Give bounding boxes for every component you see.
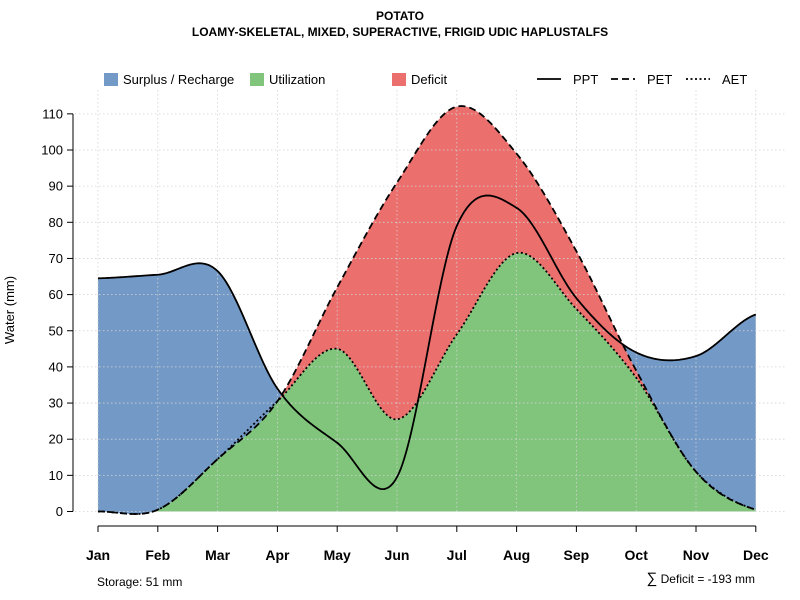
y-axis-label: Water (mm) [2,276,17,344]
x-tick-label: Feb [145,547,170,563]
deficit-note: ∑ Deficit = -193 mm [647,570,755,587]
deficit-total: Deficit = -193 mm [660,572,755,586]
x-tick-label: May [324,547,351,563]
y-tick-label: 10 [49,468,63,483]
x-tick-label: Dec [743,547,769,563]
x-tick-label: Nov [683,547,710,563]
sigma-symbol: ∑ [646,570,658,587]
pet-line [97,105,757,515]
legend-label-aet: AET [722,72,747,87]
chart-title: POTATO [376,9,424,23]
deficit-area [98,106,756,515]
y-tick-label: 50 [49,323,63,338]
legend-label-ppt: PPT [573,72,598,87]
legend-swatch-surplus-recharge [104,73,118,86]
y-tick-label: 100 [41,143,63,158]
y-tick-label: 70 [49,251,63,266]
legend-label-utilization: Utilization [269,72,325,87]
x-tick-label: Jul [447,547,467,563]
utilization-area [98,252,756,512]
y-tick-label: 90 [49,179,63,194]
x-tick-label: Mar [205,547,230,563]
legend-label-surplus-recharge: Surplus / Recharge [123,72,234,87]
y-tick-label: 60 [49,287,63,302]
y-tick-label: 20 [49,432,63,447]
y-tick-label: 40 [49,359,63,374]
legend-swatch-deficit [392,73,406,86]
legend-label-pet: PET [647,72,672,87]
y-tick-label: 30 [49,396,63,411]
y-tick-label: 80 [49,215,63,230]
legend-swatch-utilization [250,73,264,86]
x-tick-label: Jan [86,547,110,563]
x-tick-label: Aug [503,547,530,563]
x-tick-label: Apr [265,547,290,563]
surplus-area [98,106,756,515]
y-tick-label: 110 [42,106,63,121]
x-tick-label: Sep [564,547,590,563]
storage-note: Storage: 51 mm [97,575,183,589]
legend-label-deficit: Deficit [411,72,448,87]
x-tick-label: Jun [385,547,410,563]
chart-subtitle: LOAMY-SKELETAL, MIXED, SUPERACTIVE, FRIG… [191,25,609,39]
ppt-line [97,194,757,491]
aet-line [97,251,757,515]
x-tick-label: Oct [625,547,649,563]
y-tick-label: 0 [56,504,63,519]
